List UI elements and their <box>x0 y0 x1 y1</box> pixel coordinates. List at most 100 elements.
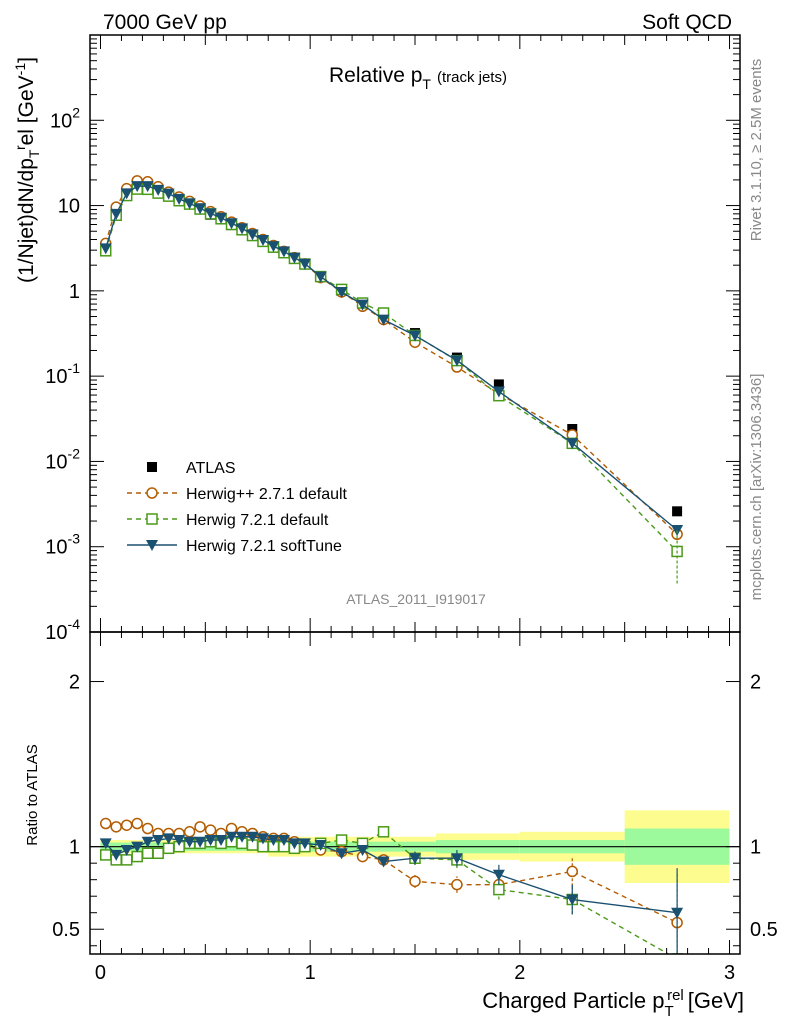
x-tick-label: 0 <box>95 962 106 984</box>
y-tick-label-base: 10 <box>50 110 72 132</box>
data-point <box>173 193 186 205</box>
mcplots-reference-text: mcplots.cern.ch [arXiv:1306.3436] <box>748 374 765 601</box>
ratio-data-point <box>314 840 327 852</box>
ratio-data-point <box>267 835 280 847</box>
data-point <box>567 424 578 435</box>
header-left: 7000 GeV pp <box>103 11 227 34</box>
ratio-data-point <box>194 821 206 833</box>
header-right: Soft QCD <box>642 11 732 34</box>
ratio-y-tick-label: 2 <box>69 672 80 694</box>
data-point <box>671 525 684 537</box>
ratio-data-point <box>566 894 579 906</box>
legend-marker <box>147 462 157 472</box>
y-tick-label: 1 <box>69 281 80 303</box>
y-tick-label: 10 <box>58 196 80 218</box>
ratio-data-point <box>356 844 369 856</box>
data-point <box>298 258 311 270</box>
legend-label: Herwig 7.2.1 default <box>186 512 329 529</box>
data-point <box>335 286 348 298</box>
chart-title-extra: (track jets) <box>437 69 507 86</box>
y-axis-label: (1/Njet)dN/dpTrel [GeV-1] <box>12 57 42 283</box>
ratio-data-point <box>204 824 217 836</box>
ratio-y-tick-label: 1 <box>69 837 80 859</box>
y-tick-label-exp: -3 <box>68 531 81 547</box>
y-tick-label: 10-2 <box>45 445 80 473</box>
ratio-data-point <box>99 838 112 850</box>
data-point <box>236 223 249 235</box>
ratio-axis-ticks: 0.5 0.5 1 1 2 2 0 1 2 3 <box>52 632 778 984</box>
series-line <box>105 185 678 531</box>
ratio-data-point <box>566 865 579 878</box>
ratio-data-point <box>120 819 133 831</box>
main-series-layer <box>99 175 684 584</box>
rivet-version-text: Rivet 3.1.10, ≥ 2.5M events <box>748 59 765 242</box>
ratio-data-point <box>298 838 311 850</box>
y-tick-label-exp: 2 <box>72 104 80 120</box>
x-axis-label: Charged Particle pTrel [GeV] <box>482 987 744 1020</box>
ratio-data-point <box>288 838 301 850</box>
data-point <box>267 241 280 253</box>
ratio-data-point <box>215 835 228 847</box>
legend-marker <box>146 487 158 499</box>
data-point <box>256 234 269 246</box>
ratio-data-point <box>450 853 463 865</box>
legend-label: Herwig 7.2.1 softTune <box>186 538 342 555</box>
data-point <box>110 208 123 220</box>
data-point <box>204 208 217 220</box>
ratio-data-point <box>141 822 154 835</box>
ratio-data-point <box>131 817 143 830</box>
y-tick-label-base: 1 <box>69 281 80 303</box>
legend-entry: Herwig++ 2.7.1 default <box>127 486 348 503</box>
legend-label: Herwig++ 2.7.1 default <box>186 486 348 503</box>
ratio-data-point <box>120 844 133 856</box>
ratio-data-point <box>377 826 390 838</box>
y-tick-label-base: 10 <box>45 451 67 473</box>
ratio-data-point <box>492 869 505 881</box>
series-1 <box>99 175 683 541</box>
y-tick-label-exp: -1 <box>68 360 81 376</box>
ratio-data-point <box>671 953 683 954</box>
legend-entry: ATLAS <box>147 460 236 477</box>
data-point <box>377 314 390 326</box>
ratio-data-point <box>335 834 348 846</box>
y-tick-label-base: 10 <box>45 366 67 388</box>
ratio-data-point <box>120 854 133 866</box>
series-line <box>105 188 678 552</box>
data-point <box>277 246 290 258</box>
y-tick-label: 10-3 <box>45 531 80 559</box>
ratio-series-line <box>105 830 670 954</box>
ratio-data-point <box>162 833 175 845</box>
y-tick-label-exp: -2 <box>68 445 81 461</box>
ratio-y-tick-label-right: 1 <box>750 837 761 859</box>
y-tick-label: 10-1 <box>45 360 80 388</box>
ratio-data-point <box>335 848 348 860</box>
y-tick-label: 102 <box>50 104 80 132</box>
data-point <box>131 181 144 193</box>
y-tick-label-base: 10 <box>45 622 67 644</box>
ratio-data-point <box>246 831 259 843</box>
legend-marker <box>146 513 158 525</box>
legend: ATLAS Herwig++ 2.7.1 default Herwig 7.2.1 … <box>127 460 348 555</box>
legend-marker <box>146 540 158 551</box>
ratio-data-point <box>152 847 164 860</box>
ratio-data-point <box>671 907 684 919</box>
ratio-data-point <box>236 831 249 843</box>
x-tick-label: 2 <box>514 962 525 984</box>
data-point <box>356 299 369 311</box>
ratio-y-axis-label: Ratio to ATLAS <box>24 744 41 845</box>
ratio-y-tick-label: 0.5 <box>52 919 80 941</box>
data-point <box>314 271 327 283</box>
ratio-plot-frame <box>89 631 741 955</box>
data-point <box>450 355 463 367</box>
series-line <box>105 180 678 535</box>
data-point <box>99 243 112 255</box>
ratio-data-point <box>173 835 186 847</box>
data-point <box>492 386 505 398</box>
ratio-data-point <box>451 878 463 891</box>
ratio-data-point <box>99 817 112 830</box>
ratio-data-point <box>183 836 196 848</box>
ratio-data-point <box>131 850 143 863</box>
data-point <box>120 188 133 200</box>
